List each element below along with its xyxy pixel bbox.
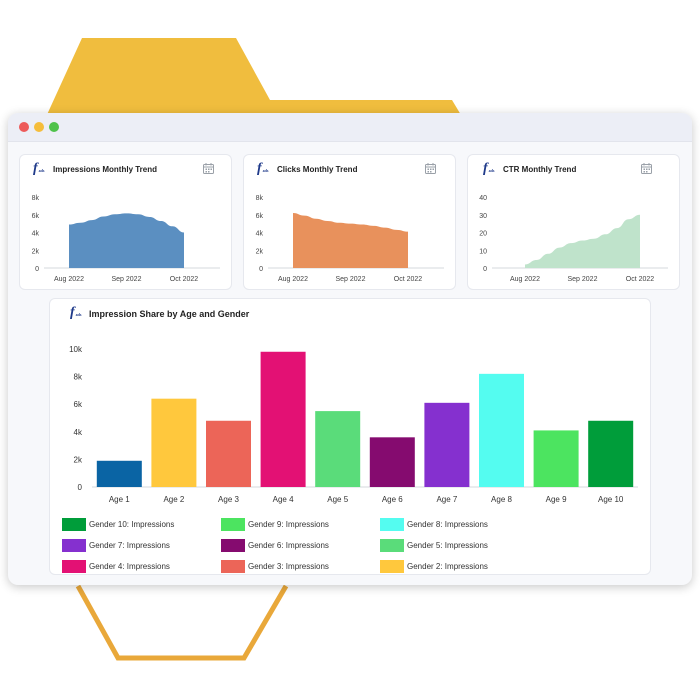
y-tick-label: 4k: [256, 231, 264, 238]
y-tick-label: 2k: [32, 248, 40, 255]
brand-logo-icon: fads: [70, 305, 82, 320]
x-tick-label: Age 4: [273, 495, 294, 504]
series-area: [525, 214, 640, 268]
legend-label: Gender 2: Impressions: [407, 562, 488, 571]
y-tick-label: 4k: [32, 231, 40, 238]
x-tick-label: Sep 2022: [336, 276, 366, 283]
card-title: Impressions Monthly Trend: [53, 165, 158, 174]
card-title: Impression Share by Age and Gender: [89, 309, 250, 319]
impressions-trend-card: fads Impressions Monthly Trend 0 2k 4k 6k 8k…: [19, 154, 232, 290]
legend-label: Gender 5: Impressions: [407, 541, 488, 550]
legend-swatch: [62, 539, 86, 552]
clicks-trend-card: fads Clicks Monthly Trend 0 2k 4k 6k 8k Aug 2…: [243, 154, 456, 290]
app-window: fads Impressions Monthly Trend 0 2k 4k 6k 8k…: [8, 113, 692, 585]
y-tick-label: 4k: [74, 428, 83, 437]
series-area: [293, 212, 408, 268]
window-titlebar: [8, 113, 692, 142]
card-title: Clicks Monthly Trend: [277, 165, 358, 174]
card-title: CTR Monthly Trend: [503, 165, 577, 174]
y-tick-label: 6k: [32, 213, 40, 220]
x-tick-label: Age 3: [218, 495, 239, 504]
legend-swatch: [221, 539, 245, 552]
clicks-area-chart: 0 2k 4k 6k 8k Aug 2022 Sep 2022 Oct 2022: [256, 195, 444, 283]
legend-swatch: [380, 539, 404, 552]
bar[interactable]: [479, 373, 524, 487]
y-tick-label: 8k: [256, 195, 264, 202]
x-tick-label: Oct 2022: [170, 276, 199, 283]
impression-share-bar-chart: 0 2k 4k 6k 8k 10k Age 1 Age 2 Age 3 Age 4 Age 5 Age…: [69, 345, 638, 504]
legend-swatch: [221, 560, 245, 573]
legend-label: Gender 7: Impressions: [89, 541, 170, 550]
bar[interactable]: [533, 430, 579, 487]
legend-label: Gender 9: Impressions: [248, 520, 329, 529]
bar[interactable]: [151, 398, 197, 487]
x-tick-label: Age 6: [382, 495, 403, 504]
y-tick-label: 0: [259, 266, 263, 273]
x-tick-label: Sep 2022: [112, 276, 142, 283]
brand-logo-icon: fads: [33, 161, 45, 176]
bar[interactable]: [369, 437, 415, 487]
y-tick-label: 6k: [74, 400, 83, 409]
x-tick-label: Aug 2022: [510, 276, 540, 283]
calendar-icon[interactable]: [425, 163, 436, 174]
series-area: [69, 213, 184, 268]
y-tick-label: 10k: [69, 345, 83, 354]
y-tick-label: 10: [479, 248, 487, 255]
legend-swatch: [221, 518, 245, 531]
legend-label: Gender 6: Impressions: [248, 541, 329, 550]
legend-swatch: [380, 518, 404, 531]
y-tick-label: 20: [479, 231, 487, 238]
x-tick-label: Age 10: [598, 495, 624, 504]
legend-label: Gender 8: Impressions: [407, 520, 488, 529]
window-minimize-button[interactable]: [34, 122, 44, 132]
brand-logo-icon: fads: [257, 161, 269, 176]
bar[interactable]: [424, 402, 470, 487]
x-tick-label: Age 5: [327, 495, 348, 504]
impressions-area-chart: 0 2k 4k 6k 8k Aug 2022 Sep 2022 Oct 2022: [32, 195, 220, 283]
y-tick-label: 8k: [74, 373, 83, 382]
background-hexagon-top: [40, 38, 470, 130]
x-tick-label: Age 1: [109, 495, 130, 504]
x-tick-label: Age 2: [163, 495, 184, 504]
bar[interactable]: [260, 351, 306, 487]
window-maximize-button[interactable]: [49, 122, 59, 132]
y-tick-label: 0: [483, 266, 487, 273]
background-hexagon-bottom: [75, 584, 289, 661]
y-tick-label: 6k: [256, 213, 264, 220]
calendar-icon[interactable]: [641, 163, 652, 174]
window-close-button[interactable]: [19, 122, 29, 132]
calendar-icon[interactable]: [203, 163, 214, 174]
x-tick-label: Oct 2022: [394, 276, 423, 283]
x-tick-label: Age 8: [491, 495, 512, 504]
y-tick-label: 30: [479, 213, 487, 220]
x-tick-label: Aug 2022: [54, 276, 84, 283]
legend-swatch: [62, 518, 86, 531]
y-tick-label: 40: [479, 195, 487, 202]
bar[interactable]: [96, 460, 142, 487]
impression-share-card: fads Impression Share by Age and Gender …: [49, 298, 651, 575]
ctr-trend-card: fads CTR Monthly Trend 0 10 20 30 40 Aug 2022…: [467, 154, 680, 290]
x-tick-label: Aug 2022: [278, 276, 308, 283]
legend-swatch: [62, 560, 86, 573]
y-tick-label: 2k: [256, 248, 264, 255]
y-tick-label: 0: [35, 266, 39, 273]
bar[interactable]: [315, 411, 361, 487]
x-tick-label: Age 7: [436, 495, 457, 504]
x-tick-label: Age 9: [546, 495, 567, 504]
y-tick-label: 2k: [74, 455, 83, 464]
ctr-area-chart: 0 10 20 30 40 Aug 2022 Sep 2022 Oct 2022: [479, 195, 668, 283]
legend-label: Gender 4: Impressions: [89, 562, 170, 571]
y-tick-label: 8k: [32, 195, 40, 202]
y-tick-label: 0: [78, 483, 83, 492]
brand-logo-icon: fads: [483, 161, 495, 176]
x-tick-label: Oct 2022: [626, 276, 655, 283]
bar[interactable]: [206, 420, 251, 487]
legend-swatch: [380, 560, 404, 573]
bar[interactable]: [588, 420, 634, 487]
legend-label: Gender 3: Impressions: [248, 562, 329, 571]
x-tick-label: Sep 2022: [568, 276, 598, 283]
legend-label: Gender 10: Impressions: [89, 520, 175, 529]
